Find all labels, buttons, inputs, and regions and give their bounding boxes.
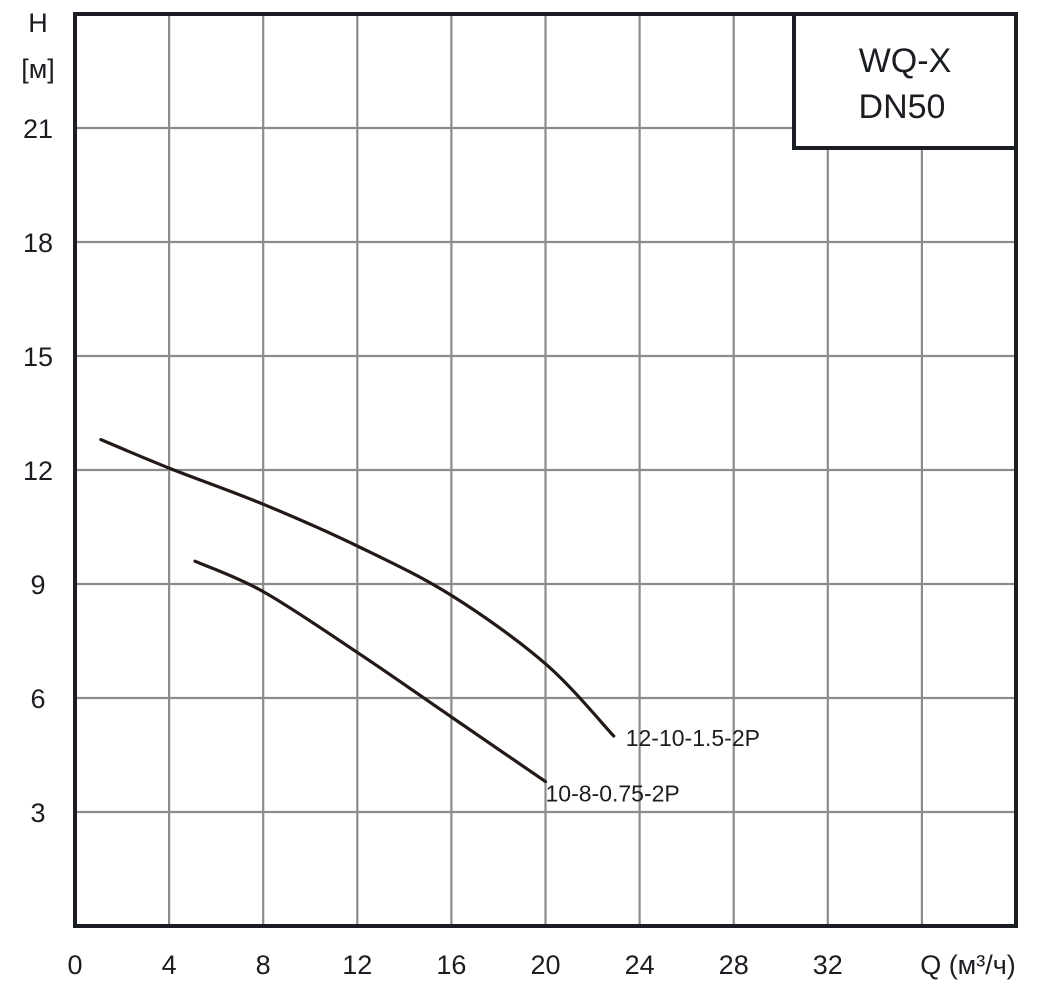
x-tick-label: 24 <box>625 950 655 980</box>
chart-title-line-1: WQ-X <box>859 42 952 80</box>
chart-title-line-2: DN50 <box>859 88 946 126</box>
x-axis-title: Q (м³/ч) <box>920 950 1016 980</box>
curve-label: 10-8-0.75-2P <box>546 781 680 807</box>
y-tick-label: 12 <box>23 456 53 486</box>
y-tick-label: 21 <box>23 114 53 144</box>
chart-title-box: WQ-X DN50 <box>792 12 1018 150</box>
x-tick-label: 20 <box>530 950 560 980</box>
x-tick-label: 12 <box>342 950 372 980</box>
y-axis-title: H <box>28 8 48 38</box>
plot-frame <box>73 12 1018 928</box>
y-axis-unit: [м] <box>21 54 55 84</box>
y-tick-label: 15 <box>23 342 53 372</box>
x-tick-label: 0 <box>67 950 82 980</box>
x-tick-label: 16 <box>436 950 466 980</box>
x-tick-label: 8 <box>256 950 271 980</box>
curve-12-10-1.5-2P <box>99 438 616 738</box>
y-tick-label: 9 <box>30 570 45 600</box>
y-tick-label: 3 <box>30 798 45 828</box>
x-axis-tick-labels: 0 4 8 12 16 20 24 28 32 <box>67 950 842 980</box>
x-tick-label: 32 <box>813 950 843 980</box>
curve-10-8-0.75-2P <box>193 559 548 784</box>
y-tick-label: 18 <box>23 228 53 258</box>
x-tick-label: 4 <box>162 950 177 980</box>
x-tick-label: 28 <box>719 950 749 980</box>
y-tick-label: 6 <box>30 684 45 714</box>
performance-curves <box>99 438 616 784</box>
curve-label: 12-10-1.5-2P <box>626 725 760 751</box>
grid-lines <box>75 14 1016 926</box>
y-axis-tick-labels: 3 6 9 12 15 18 21 <box>23 114 53 828</box>
curve-labels: 12-10-1.5-2P 10-8-0.75-2P <box>546 725 760 807</box>
